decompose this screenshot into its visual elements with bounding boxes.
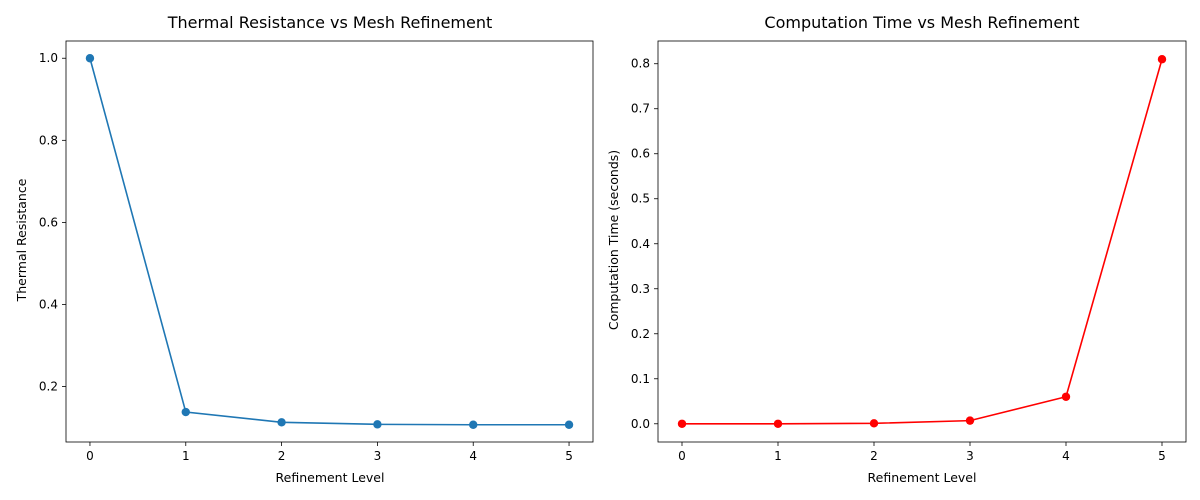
data-point — [1157, 55, 1167, 64]
y-tick-label: 0.5 — [631, 192, 650, 206]
data-point — [677, 419, 687, 428]
data-point — [773, 419, 783, 428]
thermal-resistance-chart: Thermal Resistance vs Mesh Refinement Re… — [14, 13, 594, 485]
y-tick-label: 0.8 — [631, 57, 650, 71]
y-tick-label: 0.6 — [39, 215, 58, 229]
x-tick-label: 0 — [86, 449, 94, 463]
y-tick-label: 1.0 — [39, 51, 58, 65]
data-point — [85, 54, 95, 63]
series-line — [682, 59, 1163, 425]
y-tick-label: 0.0 — [631, 417, 650, 431]
x-tick-label: 5 — [565, 449, 573, 463]
y-tick-label: 0.8 — [39, 133, 58, 147]
x-tick-label: 5 — [1158, 449, 1166, 463]
x-axis-label: Refinement Level — [868, 470, 977, 485]
data-point — [181, 407, 190, 417]
x-tick-label: 2 — [278, 449, 286, 463]
y-tick-label: 0.4 — [39, 298, 58, 312]
data-point — [564, 420, 574, 429]
chart-title: Computation Time vs Mesh Refinement — [764, 13, 1079, 32]
data-point — [869, 419, 879, 428]
y-axis-label: Computation Time (seconds) — [606, 150, 621, 330]
x-tick-label: 1 — [182, 449, 190, 463]
y-tick-label: 0.1 — [631, 372, 650, 386]
data-point — [469, 420, 478, 429]
data-point — [1061, 392, 1071, 401]
data-point — [277, 418, 286, 427]
x-tick-label: 3 — [374, 449, 382, 463]
y-axis-label: Thermal Resistance — [14, 178, 29, 302]
x-tick-label: 1 — [774, 449, 782, 463]
x-tick-label: 4 — [1062, 449, 1070, 463]
computation-time-chart: Computation Time vs Mesh Refinement Refi… — [606, 13, 1187, 485]
x-axis-label: Refinement Level — [276, 470, 385, 485]
data-point — [373, 420, 382, 429]
y-tick-label: 0.3 — [631, 282, 650, 296]
x-tick-label: 3 — [966, 449, 974, 463]
plot-frame — [65, 40, 594, 443]
y-tick-label: 0.6 — [631, 147, 650, 161]
chart-title: Thermal Resistance vs Mesh Refinement — [167, 13, 493, 32]
y-tick-label: 0.2 — [631, 327, 650, 341]
plot-frame — [657, 40, 1187, 443]
y-tick-label: 0.7 — [631, 102, 650, 116]
y-tick-label: 0.2 — [39, 380, 58, 394]
x-tick-label: 0 — [678, 449, 686, 463]
x-tick-label: 2 — [870, 449, 878, 463]
series-line — [89, 58, 570, 426]
x-tick-label: 4 — [469, 449, 477, 463]
data-point — [965, 416, 975, 425]
y-tick-label: 0.4 — [631, 237, 650, 251]
